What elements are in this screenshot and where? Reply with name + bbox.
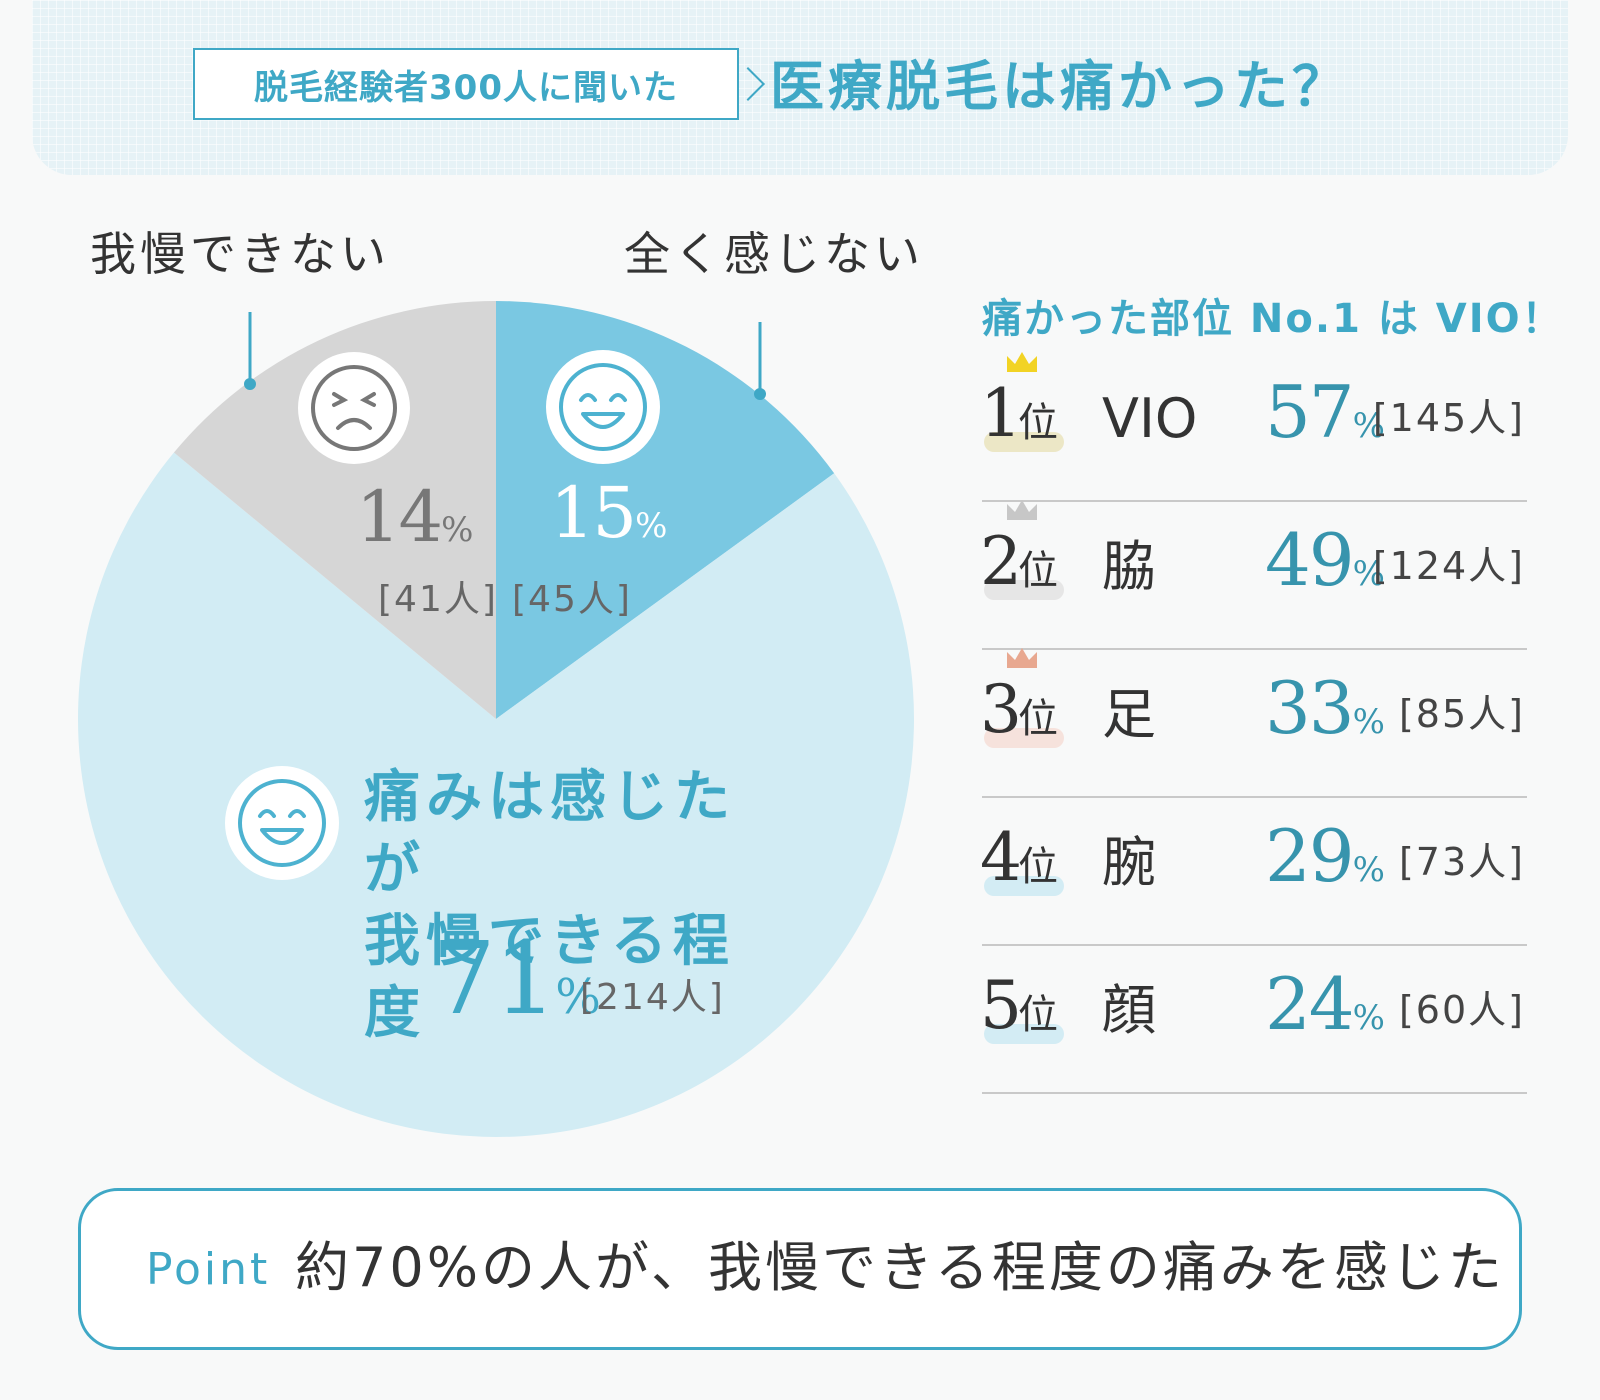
ranking-divider xyxy=(982,500,1527,502)
ranking-divider xyxy=(982,1092,1527,1094)
ranking-divider xyxy=(982,796,1527,798)
label-no-pain: 全く感じない xyxy=(624,227,924,281)
pie-slice xyxy=(173,301,496,719)
pie-slice xyxy=(78,452,915,1137)
rank-highlight xyxy=(984,876,1064,896)
crown-icon xyxy=(1007,500,1037,520)
rank-count: [124人] xyxy=(1372,544,1525,588)
rank-count: [60人] xyxy=(1398,988,1525,1032)
slice-value-cannot-bear: 14% xyxy=(356,476,473,558)
rank-highlight xyxy=(984,728,1064,748)
ranking-row: 4位腕 29% [73人] xyxy=(980,794,1525,942)
ranking-divider xyxy=(982,648,1527,650)
sad-face-icon xyxy=(298,352,410,464)
pct-sign: % xyxy=(635,506,668,546)
rank-percent: 49% xyxy=(1265,518,1385,602)
body-part: 腕 xyxy=(1102,831,1156,894)
crown-icon xyxy=(1007,648,1037,668)
rank-highlight xyxy=(984,1024,1064,1044)
rank-count: [85人] xyxy=(1398,692,1525,736)
rank-percent: 33% xyxy=(1265,666,1385,750)
slice-pct: 15 xyxy=(550,472,637,554)
rank-number: 4位 xyxy=(980,819,1058,896)
ranking-title: 痛かった部位 No.1 は VIO！ xyxy=(982,296,1564,342)
slice-pct: 14 xyxy=(356,476,443,558)
slice-pct: 71 xyxy=(432,920,557,1037)
rank-number: 2位 xyxy=(980,523,1058,600)
rank-percent: 24% xyxy=(1265,962,1385,1046)
rank-number: 1位 xyxy=(980,375,1058,452)
rank-highlight xyxy=(984,432,1064,452)
rank-percent: 29% xyxy=(1265,814,1385,898)
slice-count-cannot-bear: [41人] xyxy=(378,579,498,620)
rank-highlight xyxy=(984,580,1064,600)
header-band xyxy=(32,0,1568,175)
ranking-divider xyxy=(982,944,1527,946)
point-box xyxy=(78,1188,1522,1350)
body-part: 脇 xyxy=(1102,535,1156,598)
slice-value-no-pain: 15% xyxy=(550,472,667,554)
rank-count: [145人] xyxy=(1372,396,1525,440)
body-part: 足 xyxy=(1102,683,1156,746)
point-text: 約70%の人が、我慢できる程度の痛みを感じた xyxy=(295,1236,1505,1299)
ranking-row: 3位足 33% [85人] xyxy=(980,646,1525,794)
page-title: 医療脱毛は痛かった？ xyxy=(770,55,1350,118)
rank-percent: 57% xyxy=(1265,370,1385,454)
rank-number: 5位 xyxy=(980,967,1058,1044)
body-part: VIO xyxy=(1102,387,1198,450)
slice-count-no-pain: [45人] xyxy=(512,579,632,620)
slice-count-bearable: [214人] xyxy=(580,977,725,1018)
leader-dot-cannot-bear xyxy=(244,378,256,390)
body-part: 顔 xyxy=(1102,979,1156,1042)
pct-sign: % xyxy=(441,510,474,550)
smile-face-icon xyxy=(546,350,660,464)
survey-tag: 脱毛経験者300人に聞いた xyxy=(193,48,739,120)
slice-label-line: 我慢できる程度 xyxy=(364,909,735,1046)
label-cannot-bear: 我慢できない xyxy=(90,227,390,281)
slice-label-bearable: 痛みは感じたが 我慢できる程度 xyxy=(364,762,784,1050)
rank-count: [73人] xyxy=(1398,840,1525,884)
rank-number: 3位 xyxy=(980,671,1058,748)
leader-dot-no-pain xyxy=(754,388,766,400)
smile-face-icon xyxy=(225,766,339,880)
ranking-row: 1位 VIO 57% [145人] xyxy=(980,350,1525,498)
point-label: Point xyxy=(146,1244,271,1295)
pct-sign: % xyxy=(555,969,601,1025)
ranking-row: 5位顔 24% [60人] xyxy=(980,942,1525,1090)
ranking-row: 2位脇 49% [124人] xyxy=(980,498,1525,646)
slice-value-bearable: 71% xyxy=(432,920,601,1037)
crown-icon xyxy=(1007,352,1037,372)
slice-label-line: 痛みは感じたが xyxy=(364,765,736,902)
